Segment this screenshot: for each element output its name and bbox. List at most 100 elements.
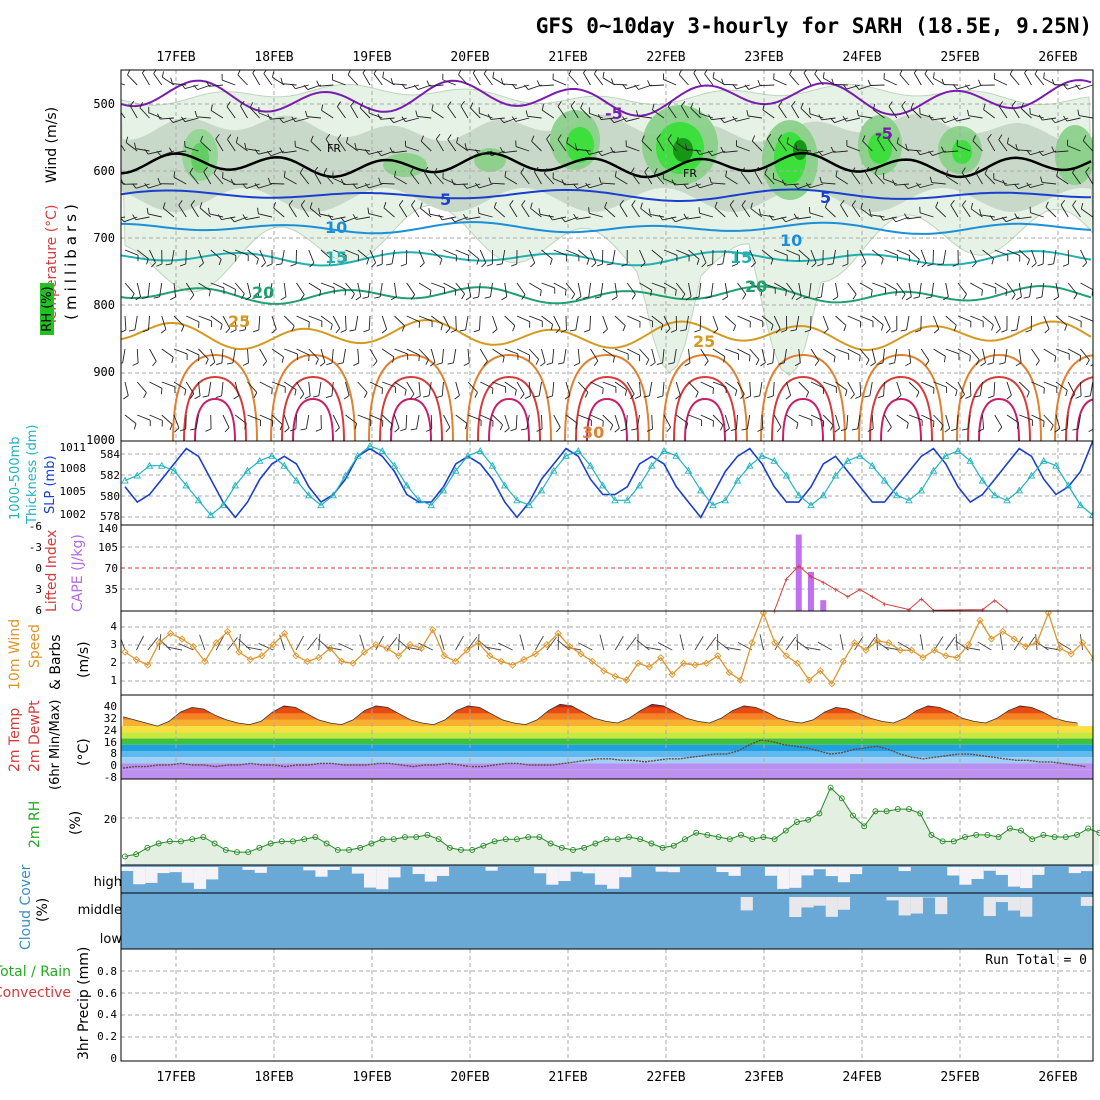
- wind-barb-flag: [561, 179, 565, 186]
- wind-barb: [590, 348, 599, 362]
- thickness-point: [819, 491, 828, 499]
- wind-barb: [987, 138, 996, 152]
- wind-barb-flag: [337, 362, 344, 365]
- wind-barb: [1094, 637, 1100, 650]
- wind-barb: [636, 414, 640, 429]
- wind-barb: [737, 381, 745, 395]
- x-tick-top: 26FEB: [1038, 50, 1077, 65]
- wind-barb: [323, 173, 334, 185]
- wind-barb-flag: [1034, 70, 1038, 75]
- wind-barb: [840, 204, 849, 218]
- wind-barb-flag: [203, 166, 208, 173]
- wind-barb: [246, 646, 262, 651]
- wind-speed-point: [873, 637, 882, 645]
- wind-tick: 1: [110, 674, 117, 687]
- wind-barb: [162, 207, 175, 218]
- wind-barb-flag: [530, 262, 536, 268]
- wind-speed-point: [1090, 656, 1093, 663]
- wind-barb-flag: [350, 100, 355, 107]
- thickness-point: [892, 491, 901, 499]
- wind-barb-flag: [194, 110, 198, 117]
- wind-barb: [761, 282, 776, 289]
- wind-barb-flag: [326, 362, 333, 366]
- wind-barb-flag: [708, 114, 712, 120]
- wind-barb: [589, 113, 603, 119]
- wind-barb: [810, 414, 824, 422]
- wind-barb: [599, 634, 605, 651]
- wind-speed-point: [223, 627, 232, 636]
- wind-barb: [613, 83, 628, 86]
- wind-barb: [797, 183, 812, 190]
- wind-barb: [846, 414, 849, 429]
- wind-barb-flag: [117, 102, 120, 107]
- wind-barb: [737, 282, 747, 295]
- wind-barb: [333, 282, 346, 290]
- wind-barb-flag: [851, 200, 856, 206]
- wind-barb: [271, 381, 286, 388]
- wind-barb-flag: [927, 263, 934, 267]
- rh-point: [346, 847, 352, 853]
- precip-tick: 0.2: [97, 1030, 117, 1043]
- wind-barb-flag: [793, 183, 799, 189]
- wind-barb-flag: [950, 199, 955, 206]
- warm-arch: [760, 353, 846, 441]
- wind-barb-flag: [353, 362, 360, 366]
- warm-arch: [379, 375, 443, 441]
- slp-tick: 1002: [60, 508, 87, 521]
- wind-barb-flag: [198, 262, 204, 268]
- wind-barb: [234, 282, 245, 294]
- wind-barb: [281, 249, 285, 264]
- wind-barb: [391, 249, 395, 264]
- wind-barb: [714, 207, 726, 218]
- wind-barb: [945, 348, 960, 355]
- wind-barb-flag: [179, 428, 186, 432]
- wind-barb-flag: [486, 263, 493, 267]
- wind-barb-flag: [748, 355, 751, 362]
- wind-barb-flag: [874, 168, 878, 175]
- wind-barb: [455, 414, 468, 424]
- wind-barb: [519, 634, 525, 651]
- wind-barb: [712, 381, 727, 388]
- wind-barb-flag: [257, 207, 259, 214]
- wind-barb-flag: [593, 70, 598, 75]
- wind-barb-flag: [1051, 146, 1055, 153]
- wind-barb: [601, 182, 616, 185]
- wind-barb-flag: [564, 289, 567, 296]
- wind-barb-flag: [933, 72, 935, 79]
- wind-barb-flag: [510, 428, 517, 432]
- rh-point: [133, 851, 140, 858]
- wind-barb-flag: [800, 102, 804, 109]
- wind-barb: [210, 282, 225, 289]
- wind-barb: [851, 172, 861, 185]
- wind-barb-flag: [215, 133, 220, 140]
- wind-barb: [394, 414, 400, 429]
- wind-barb-flag: [668, 362, 675, 365]
- wind-barb-flag: [499, 117, 505, 123]
- wind-barb-flag: [584, 391, 589, 398]
- wind-barb-flag: [483, 360, 488, 367]
- wind-barb: [950, 204, 959, 218]
- wind-barb: [418, 249, 425, 264]
- wind-barb: [1024, 72, 1032, 86]
- temp-tick: -8: [104, 771, 117, 784]
- wind-barb: [675, 282, 686, 295]
- wind-barb: [420, 140, 432, 152]
- wind-speed-point: [520, 655, 528, 664]
- wind-barb-flag: [364, 392, 368, 398]
- wind-barb: [134, 315, 138, 330]
- wind-barb: [556, 639, 570, 651]
- cape-tick: 35: [105, 583, 118, 596]
- wind-speed-point: [714, 652, 722, 660]
- wind-barb: [441, 216, 456, 221]
- wind-barb-flag: [636, 110, 639, 117]
- wind-barb: [1018, 249, 1030, 260]
- wind-barb: [798, 249, 810, 260]
- wind-barb-flag: [657, 395, 664, 399]
- wind-barb-flag: [362, 296, 369, 299]
- thickness-point: [353, 451, 362, 459]
- wind-barb: [736, 84, 750, 90]
- wind-barb-flag: [233, 395, 239, 400]
- thickness-point: [317, 501, 325, 509]
- temp-unit-label: (°C): [76, 738, 92, 766]
- wind-barb-flag: [741, 167, 746, 173]
